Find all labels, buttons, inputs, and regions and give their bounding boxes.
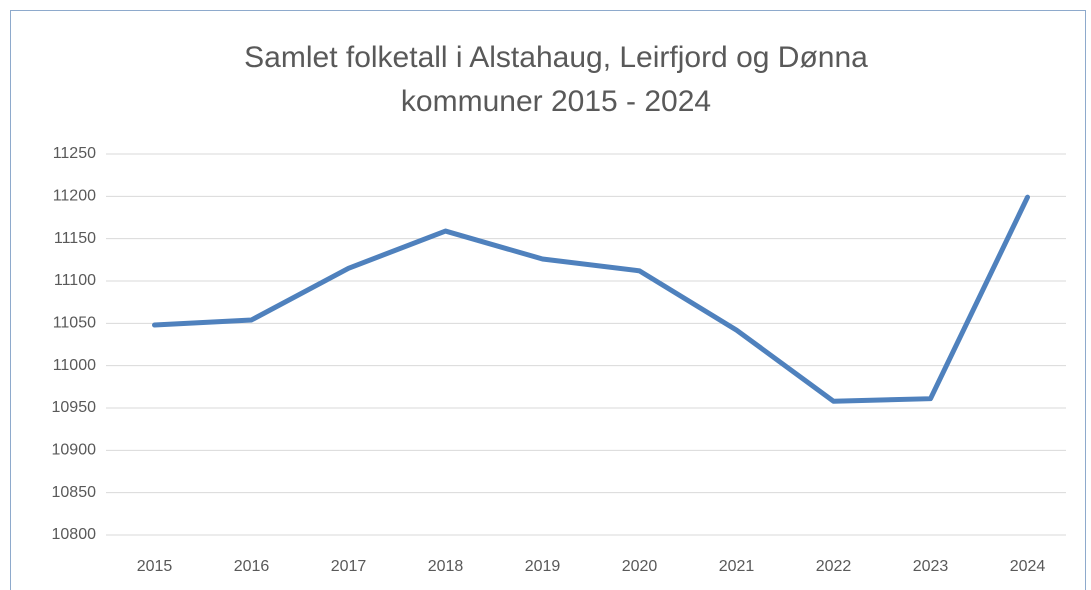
x-tick-label: 2023 — [913, 558, 949, 575]
y-tick-label: 11150 — [54, 230, 96, 247]
y-tick-label: 11050 — [53, 315, 96, 332]
y-tick-label: 10900 — [52, 442, 97, 459]
y-tick-label: 10950 — [52, 399, 97, 416]
x-tick-label: 2020 — [622, 558, 658, 575]
x-tick-label: 2019 — [525, 558, 561, 575]
x-tick-label: 2017 — [331, 558, 367, 575]
y-tick-label: 11200 — [53, 188, 96, 205]
chart-title: Samlet folketall i Alstahaug, Leirfjord … — [244, 41, 868, 118]
x-tick-label: 2018 — [428, 558, 464, 575]
x-tick-label: 2024 — [1010, 558, 1046, 575]
chart-border — [10, 10, 1086, 590]
y-tick-label: 11250 — [53, 145, 96, 162]
y-tick-label: 10800 — [52, 526, 97, 543]
y-tick-label: 11000 — [53, 357, 96, 374]
x-tick-label: 2021 — [719, 558, 755, 575]
data-line — [152, 194, 1030, 404]
y-tick-label: 10850 — [52, 484, 97, 501]
x-tick-label: 2015 — [137, 558, 173, 575]
x-tick-label: 2022 — [816, 558, 852, 575]
x-tick-label: 2016 — [234, 558, 270, 575]
y-tick-label: 11100 — [54, 272, 96, 289]
